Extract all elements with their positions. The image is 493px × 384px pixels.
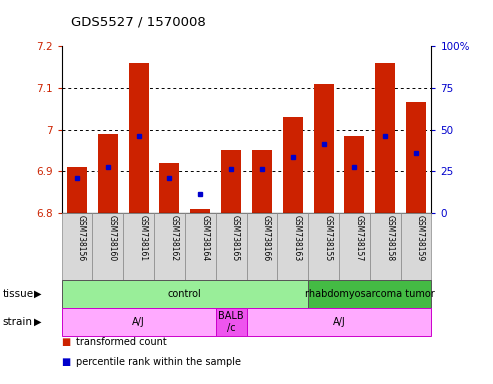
Bar (62, 308, 216, 336)
Bar (246, 308, 431, 336)
Text: GSM738156: GSM738156 (77, 215, 86, 262)
Bar (308, 213, 339, 280)
Text: BALB
/c: BALB /c (218, 311, 244, 333)
Text: GSM738161: GSM738161 (139, 215, 148, 261)
Bar (67, 167, 87, 213)
Bar (282, 117, 303, 213)
Bar (314, 84, 334, 213)
Text: tissue: tissue (2, 289, 34, 299)
Text: GSM738155: GSM738155 (323, 215, 333, 262)
Text: GSM738158: GSM738158 (385, 215, 394, 261)
Text: GSM738160: GSM738160 (108, 215, 117, 262)
Text: percentile rank within the sample: percentile rank within the sample (76, 357, 242, 367)
Text: A/J: A/J (333, 317, 345, 327)
Text: transformed count: transformed count (76, 337, 167, 347)
Text: ▶: ▶ (34, 289, 41, 299)
Bar (221, 151, 241, 213)
Bar (406, 103, 426, 213)
Bar (308, 280, 431, 308)
Bar (344, 136, 364, 213)
Text: ▶: ▶ (34, 317, 41, 327)
Text: GSM738166: GSM738166 (262, 215, 271, 262)
Text: strain: strain (2, 317, 33, 327)
Bar (62, 213, 93, 280)
Text: GSM738159: GSM738159 (416, 215, 425, 262)
Bar (129, 63, 149, 213)
Text: rhabdomyosarcoma tumor: rhabdomyosarcoma tumor (305, 289, 435, 299)
Bar (123, 213, 154, 280)
Bar (252, 151, 272, 213)
Bar (400, 213, 431, 280)
Text: ■: ■ (62, 337, 71, 347)
Text: A/J: A/J (132, 317, 145, 327)
Bar (370, 213, 400, 280)
Text: control: control (168, 289, 202, 299)
Bar (93, 213, 123, 280)
Bar (185, 213, 216, 280)
Text: GSM738163: GSM738163 (293, 215, 302, 262)
Bar (154, 213, 185, 280)
Bar (98, 134, 118, 213)
Bar (246, 213, 277, 280)
Bar (190, 209, 211, 213)
Text: GDS5527 / 1570008: GDS5527 / 1570008 (71, 15, 206, 28)
Bar (216, 308, 246, 336)
Text: GSM738157: GSM738157 (354, 215, 363, 262)
Bar (159, 163, 179, 213)
Bar (375, 63, 395, 213)
Text: GSM738162: GSM738162 (170, 215, 178, 261)
Bar (277, 213, 308, 280)
Text: ■: ■ (62, 357, 71, 367)
Bar (62, 280, 308, 308)
Bar (216, 213, 246, 280)
Text: GSM738164: GSM738164 (200, 215, 210, 262)
Bar (339, 213, 370, 280)
Text: GSM738165: GSM738165 (231, 215, 240, 262)
